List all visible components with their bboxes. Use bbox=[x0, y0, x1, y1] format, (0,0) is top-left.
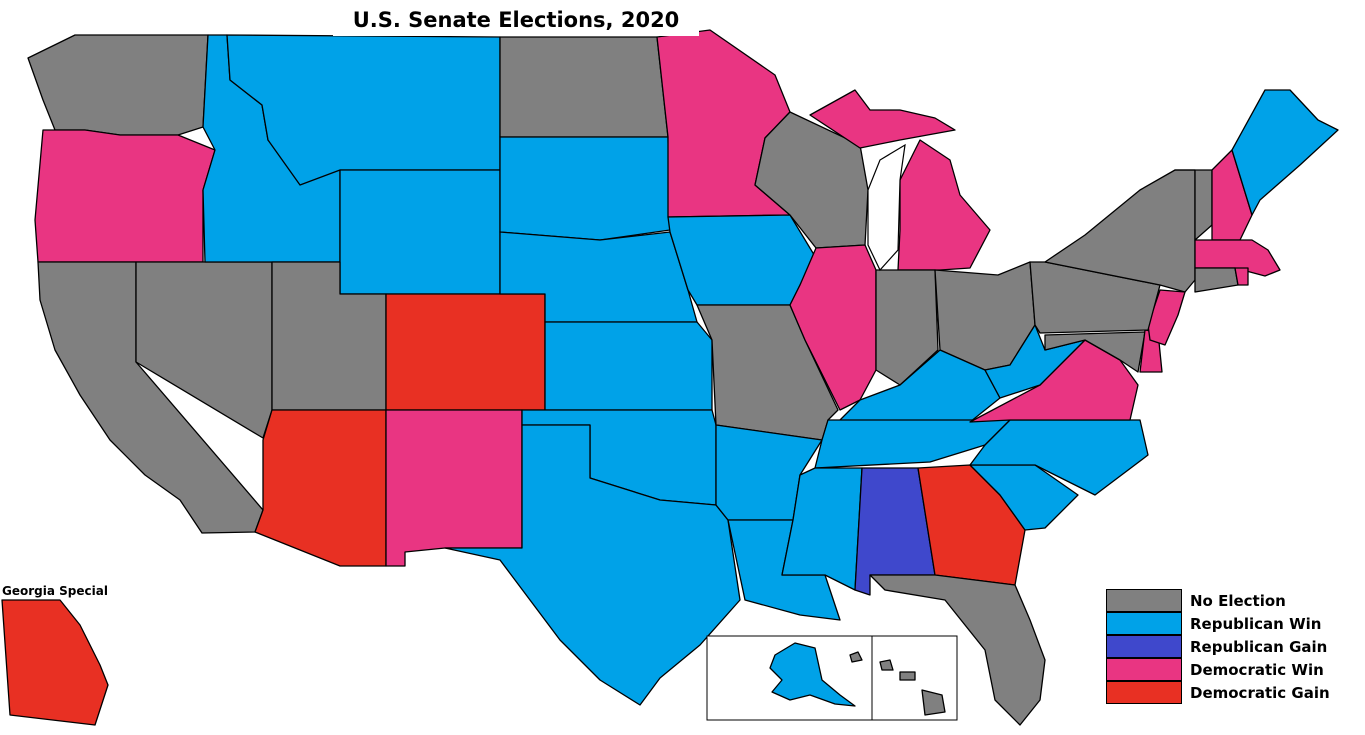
legend-label: Democratic Gain bbox=[1190, 684, 1330, 702]
map-title: U.S. Senate Elections, 2020 bbox=[333, 3, 699, 36]
state-HI-4 bbox=[921, 689, 946, 716]
state-NM bbox=[385, 409, 523, 567]
lake-michigan bbox=[867, 143, 906, 272]
state-NH bbox=[1211, 149, 1253, 241]
legend-label: Republican Win bbox=[1190, 615, 1322, 633]
state-GA-special bbox=[1, 599, 109, 726]
state-WY bbox=[339, 169, 501, 295]
state-MI-upper bbox=[809, 89, 956, 149]
state-HI-1 bbox=[849, 651, 863, 663]
state-CO bbox=[385, 293, 546, 411]
legend-swatch bbox=[1106, 681, 1182, 704]
alaska-hawaii-inset-frame bbox=[706, 635, 958, 721]
state-OR bbox=[34, 129, 216, 263]
state-WA bbox=[27, 34, 209, 136]
legend-label: Republican Gain bbox=[1190, 638, 1328, 656]
state-RI bbox=[1234, 267, 1249, 286]
legend-swatch bbox=[1106, 589, 1182, 612]
state-IN bbox=[875, 269, 939, 386]
state-AZ bbox=[254, 409, 387, 567]
georgia-special-label: Georgia Special bbox=[2, 584, 108, 598]
state-SD bbox=[499, 136, 671, 241]
state-AK bbox=[769, 642, 856, 707]
legend-label: Democratic Win bbox=[1190, 661, 1324, 679]
state-FL bbox=[869, 574, 1046, 726]
state-ME bbox=[1231, 89, 1339, 216]
legend-swatch bbox=[1106, 658, 1182, 681]
state-VT bbox=[1174, 169, 1213, 241]
state-MI-lower bbox=[897, 139, 991, 271]
state-TX bbox=[444, 424, 741, 706]
state-KS bbox=[544, 321, 713, 411]
state-IL bbox=[789, 244, 877, 411]
legend-label: No Election bbox=[1190, 592, 1286, 610]
state-HI-2 bbox=[879, 659, 894, 671]
state-CT bbox=[1194, 267, 1239, 293]
state-IA bbox=[667, 214, 817, 306]
state-HI-3 bbox=[899, 671, 916, 681]
state-ND bbox=[499, 36, 669, 138]
legend-swatch bbox=[1106, 612, 1182, 635]
legend-swatch bbox=[1106, 635, 1182, 658]
